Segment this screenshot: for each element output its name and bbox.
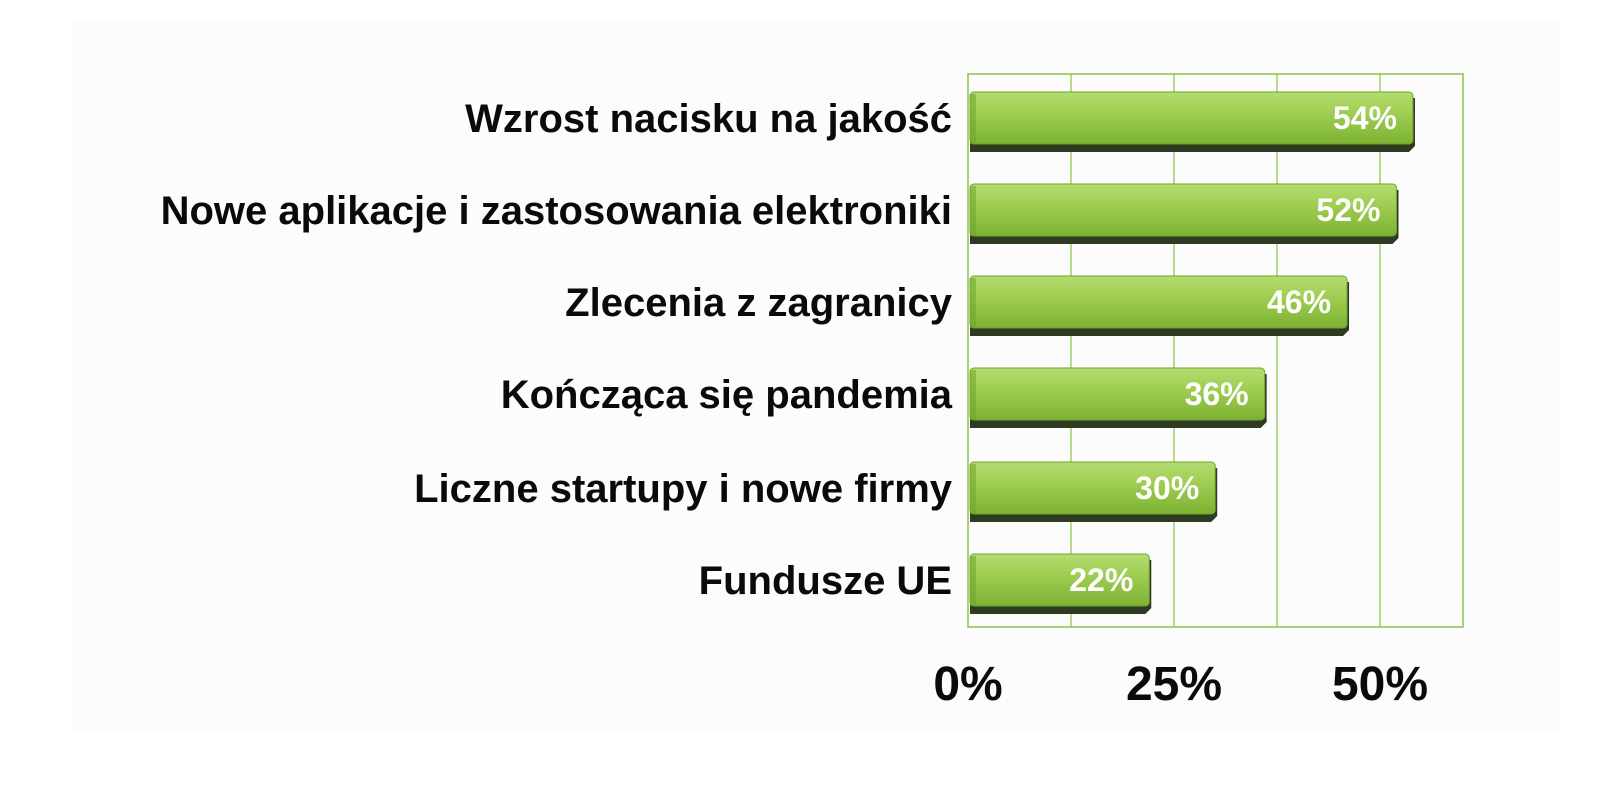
bars: 54% 52% 46% 36% 30% 22% bbox=[969, 91, 1415, 614]
bar-bevel bbox=[970, 370, 976, 420]
bar-group: 52% bbox=[969, 183, 1399, 244]
x-axis-ticks: 0% 25% 50% bbox=[933, 658, 1428, 711]
category-label: Zlecenia z zagranicy bbox=[565, 281, 953, 325]
data-label: 30% bbox=[1135, 470, 1199, 506]
data-label: 54% bbox=[1333, 100, 1397, 136]
data-label: 52% bbox=[1316, 192, 1380, 228]
category-label: Liczne startupy i nowe firmy bbox=[414, 467, 953, 511]
bar-group: 46% bbox=[969, 275, 1350, 336]
bar-bevel bbox=[970, 464, 976, 514]
bar-group: 22% bbox=[969, 553, 1152, 614]
bar-bevel bbox=[970, 278, 976, 328]
category-label: Kończąca się pandemia bbox=[501, 373, 953, 417]
x-tick-label: 50% bbox=[1332, 658, 1428, 711]
bar-bevel bbox=[970, 186, 976, 236]
category-label: Nowe aplikacje i zastosowania elektronik… bbox=[161, 189, 952, 233]
category-label: Fundusze UE bbox=[699, 559, 952, 603]
x-tick-label: 25% bbox=[1126, 658, 1222, 711]
data-label: 46% bbox=[1267, 284, 1331, 320]
category-label: Wzrost nacisku na jakość bbox=[465, 97, 952, 141]
data-label: 36% bbox=[1185, 376, 1249, 412]
bar-group: 30% bbox=[969, 461, 1218, 522]
data-label: 22% bbox=[1069, 562, 1133, 598]
category-labels: Wzrost nacisku na jakość Nowe aplikacje i… bbox=[161, 97, 953, 603]
bar-bevel bbox=[970, 94, 976, 144]
bar-group: 36% bbox=[969, 367, 1267, 428]
x-tick-label: 0% bbox=[933, 658, 1002, 711]
bar-group: 54% bbox=[969, 91, 1415, 152]
plot-area bbox=[967, 73, 1464, 628]
bar-bevel bbox=[970, 556, 976, 606]
plot-border bbox=[967, 73, 1464, 628]
